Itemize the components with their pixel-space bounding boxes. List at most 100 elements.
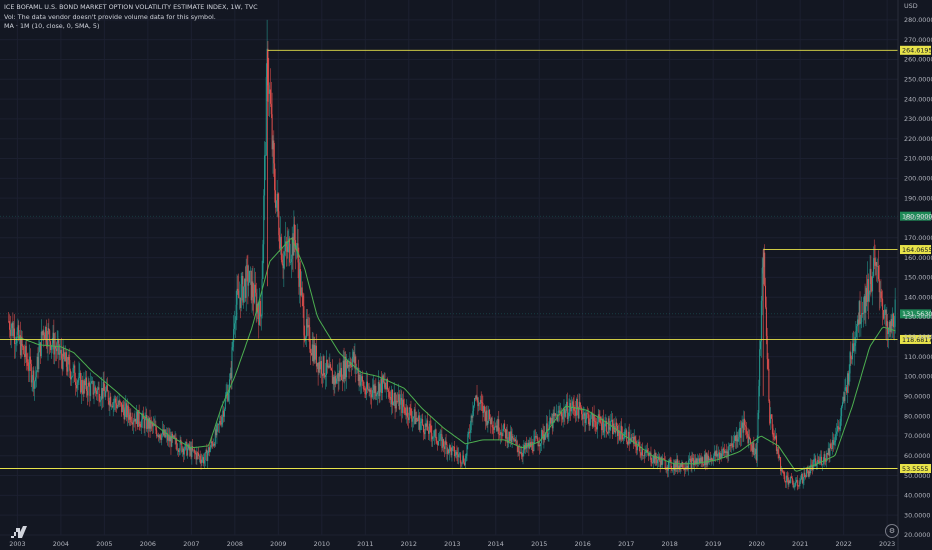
ma-indicator-label[interactable]: MA · 1M (10, close, 0, SMA, 5) <box>4 22 100 31</box>
candle-body <box>541 430 543 432</box>
candle-body <box>790 476 792 483</box>
symbol-title[interactable]: ICE BOFAML U.S. BOND MARKET OPTION VOLAT… <box>4 3 258 11</box>
candle-body <box>295 245 297 250</box>
candle-body <box>640 452 642 456</box>
candle-body <box>624 431 626 438</box>
candle-body <box>330 364 332 369</box>
candle-body <box>614 430 616 433</box>
candle-body <box>295 240 297 250</box>
candle-body <box>123 409 125 420</box>
candle-body <box>482 402 484 414</box>
candle-body <box>240 284 242 308</box>
candle-body <box>171 433 173 447</box>
candle-body <box>252 281 254 298</box>
candle-body <box>808 471 810 477</box>
price-axis[interactable]: 20.0000 30.0000 40.0000 50.0000 60.0000 70.00… <box>897 0 932 550</box>
candle-body <box>846 373 848 393</box>
candle-body <box>514 439 516 442</box>
candle-body <box>181 442 183 452</box>
candle-body <box>827 448 829 455</box>
candle-body <box>118 400 120 406</box>
candle-body <box>336 373 338 379</box>
settings-icon[interactable]: ⚙ <box>885 524 899 538</box>
candle-body <box>766 335 768 360</box>
y-tick-label: 190.0000 <box>904 194 932 202</box>
candle-body <box>9 321 11 330</box>
x-tick-label: 2015 <box>531 540 547 548</box>
candle-body <box>525 442 527 449</box>
candle-body <box>360 381 362 386</box>
candle-body <box>458 454 460 458</box>
candle-body <box>400 397 402 401</box>
candle-body <box>333 376 335 385</box>
candle-body <box>495 425 497 428</box>
candle-body <box>786 475 788 478</box>
candle-body <box>192 446 194 451</box>
candle-body <box>410 408 412 416</box>
candle-body <box>784 476 786 482</box>
candle-body <box>873 258 875 259</box>
y-tick-label: 120.0000 <box>904 333 932 341</box>
candle-body <box>772 428 774 437</box>
candle-body <box>116 403 118 409</box>
candle-body <box>22 345 24 347</box>
candle-body <box>213 443 215 446</box>
candle-body <box>417 415 419 422</box>
candle-body <box>446 444 448 455</box>
candle-body <box>722 448 724 454</box>
candle-body <box>450 447 452 456</box>
candle-body <box>829 443 831 456</box>
candle-body <box>50 345 52 350</box>
candle-body <box>771 418 773 429</box>
candle-body <box>583 413 585 416</box>
candle-body <box>122 404 124 410</box>
candle-body <box>425 423 427 427</box>
candle-body <box>656 459 658 464</box>
candle-body <box>140 426 142 428</box>
candle-body <box>884 309 886 313</box>
candle-body <box>401 397 403 413</box>
tradingview-logo-icon[interactable] <box>9 522 29 542</box>
candle-body <box>783 472 785 477</box>
candle-body <box>147 418 149 429</box>
candle-body <box>718 452 720 455</box>
candle-body <box>462 455 464 463</box>
candle-body <box>438 441 440 446</box>
candle-body <box>80 372 82 393</box>
time-axis[interactable]: 2003 2004 2005 2006 2007 2008 2009 2010 2011 2012… <box>9 540 895 548</box>
candle-body <box>32 370 34 381</box>
candle-body <box>37 356 39 370</box>
candle-body <box>329 364 331 368</box>
candle-body <box>172 433 174 438</box>
candle-body <box>702 457 704 465</box>
candle-body <box>21 336 23 346</box>
candle-body <box>611 419 613 421</box>
candle-body <box>302 295 304 307</box>
candle-body <box>869 268 871 293</box>
candle-body <box>26 359 28 363</box>
candle-body <box>622 437 624 440</box>
candlestick-series <box>8 19 896 491</box>
candle-body <box>428 430 430 434</box>
candle-body <box>62 347 64 370</box>
y-tick-label: 130.0000 <box>904 313 932 321</box>
candle-body <box>868 292 870 302</box>
candle-body <box>30 363 32 383</box>
candle-body <box>342 360 344 381</box>
x-tick-label: 2007 <box>183 540 199 548</box>
level-price-label: 264.6195 <box>902 47 932 55</box>
candle-body <box>713 455 715 462</box>
candle-body <box>269 89 271 104</box>
candle-body <box>645 452 647 453</box>
candle-body <box>540 443 542 447</box>
candle-body <box>71 376 73 377</box>
candle-body <box>127 405 129 415</box>
candle-body <box>389 396 391 398</box>
candle-body <box>244 278 246 287</box>
candle-body <box>172 435 174 438</box>
candle-body <box>307 325 309 328</box>
candle-body <box>84 380 86 386</box>
candle-body <box>798 485 800 487</box>
candle-body <box>316 362 318 367</box>
